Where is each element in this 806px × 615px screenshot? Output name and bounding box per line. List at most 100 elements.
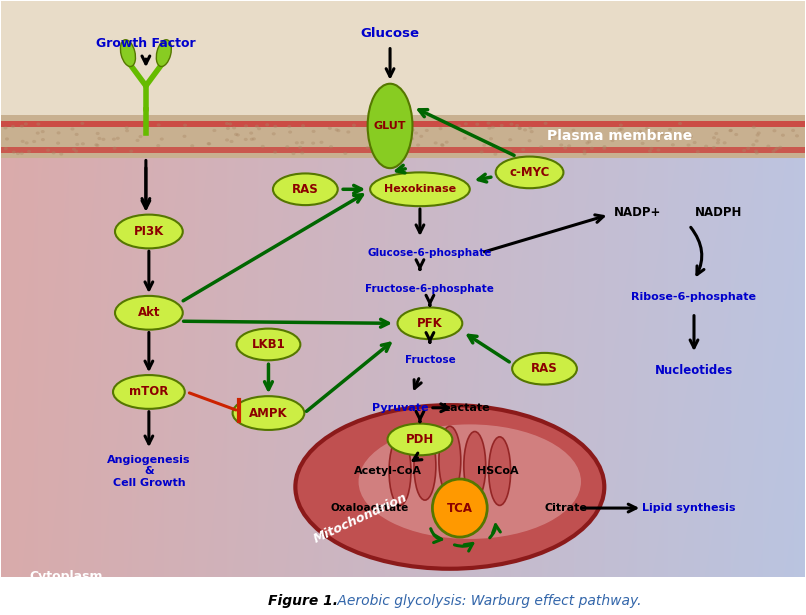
Ellipse shape <box>619 137 623 140</box>
Text: Glucose-6-phosphate: Glucose-6-phosphate <box>368 248 492 258</box>
Ellipse shape <box>618 128 622 131</box>
Ellipse shape <box>234 133 238 136</box>
Ellipse shape <box>687 143 691 146</box>
Ellipse shape <box>457 124 461 127</box>
Ellipse shape <box>56 131 60 135</box>
Ellipse shape <box>32 140 36 143</box>
Ellipse shape <box>207 142 211 145</box>
Text: Fructose-6-phosphate: Fructose-6-phosphate <box>365 284 494 293</box>
Ellipse shape <box>488 127 492 130</box>
Ellipse shape <box>96 132 100 135</box>
Ellipse shape <box>12 151 16 154</box>
Ellipse shape <box>300 151 304 154</box>
Ellipse shape <box>60 153 63 156</box>
Ellipse shape <box>772 129 776 132</box>
Ellipse shape <box>366 146 370 149</box>
Ellipse shape <box>112 138 116 141</box>
Ellipse shape <box>120 40 135 66</box>
Ellipse shape <box>95 144 99 147</box>
Ellipse shape <box>5 137 9 141</box>
Ellipse shape <box>4 147 8 150</box>
Ellipse shape <box>373 138 377 141</box>
Ellipse shape <box>370 172 470 206</box>
Ellipse shape <box>295 405 604 569</box>
Ellipse shape <box>368 84 413 168</box>
Ellipse shape <box>754 140 758 143</box>
Ellipse shape <box>135 139 139 142</box>
Ellipse shape <box>380 124 384 127</box>
Bar <box>2 147 804 153</box>
Ellipse shape <box>20 125 24 128</box>
Ellipse shape <box>620 127 624 130</box>
Ellipse shape <box>257 127 261 130</box>
Ellipse shape <box>70 127 74 130</box>
Ellipse shape <box>487 122 491 125</box>
Ellipse shape <box>441 144 445 147</box>
Ellipse shape <box>445 141 449 144</box>
Ellipse shape <box>656 139 660 142</box>
Ellipse shape <box>27 150 31 153</box>
Ellipse shape <box>583 152 587 155</box>
Ellipse shape <box>508 149 512 152</box>
Ellipse shape <box>712 146 716 149</box>
Ellipse shape <box>20 152 23 155</box>
Ellipse shape <box>509 122 513 126</box>
Polygon shape <box>2 116 804 157</box>
Ellipse shape <box>432 479 487 537</box>
Ellipse shape <box>752 125 756 129</box>
Ellipse shape <box>683 131 687 135</box>
Text: Akt: Akt <box>138 306 160 319</box>
Ellipse shape <box>530 130 534 133</box>
Ellipse shape <box>343 152 347 155</box>
Ellipse shape <box>295 141 299 145</box>
Ellipse shape <box>190 145 194 148</box>
Ellipse shape <box>425 129 429 132</box>
Text: Plasma membrane: Plasma membrane <box>546 130 692 143</box>
Ellipse shape <box>301 141 305 144</box>
Ellipse shape <box>665 132 669 136</box>
Ellipse shape <box>312 130 316 133</box>
Ellipse shape <box>389 437 411 506</box>
Ellipse shape <box>641 142 645 145</box>
Ellipse shape <box>3 126 7 129</box>
Ellipse shape <box>156 144 160 147</box>
Ellipse shape <box>590 146 594 150</box>
Ellipse shape <box>638 137 642 140</box>
Ellipse shape <box>11 125 15 128</box>
Ellipse shape <box>778 146 782 149</box>
Ellipse shape <box>754 151 758 154</box>
Ellipse shape <box>528 139 532 142</box>
Ellipse shape <box>434 141 438 145</box>
Ellipse shape <box>543 122 547 125</box>
Ellipse shape <box>476 122 480 126</box>
Ellipse shape <box>41 138 45 141</box>
Ellipse shape <box>464 122 467 125</box>
Ellipse shape <box>265 123 269 126</box>
Ellipse shape <box>125 129 129 132</box>
Text: RAS: RAS <box>531 362 558 375</box>
Ellipse shape <box>156 40 172 66</box>
Text: NADP+: NADP+ <box>613 206 661 219</box>
Ellipse shape <box>252 137 256 140</box>
Ellipse shape <box>723 141 727 145</box>
Ellipse shape <box>529 126 533 130</box>
Ellipse shape <box>36 122 40 125</box>
Text: PI3K: PI3K <box>134 225 164 238</box>
Ellipse shape <box>489 137 493 140</box>
Text: mTOR: mTOR <box>129 386 168 399</box>
Ellipse shape <box>301 124 305 127</box>
Ellipse shape <box>129 149 133 153</box>
Ellipse shape <box>555 133 559 137</box>
Ellipse shape <box>585 141 589 145</box>
Text: Figure 1.: Figure 1. <box>268 594 339 608</box>
Text: Pyruvate: Pyruvate <box>372 403 428 413</box>
Ellipse shape <box>156 124 160 127</box>
Text: Lipid synthesis: Lipid synthesis <box>642 503 736 513</box>
Ellipse shape <box>751 143 755 146</box>
Ellipse shape <box>311 141 315 145</box>
Ellipse shape <box>74 149 78 153</box>
Text: HSCoA: HSCoA <box>477 466 518 476</box>
Ellipse shape <box>261 145 264 148</box>
Ellipse shape <box>559 143 563 146</box>
Ellipse shape <box>496 157 563 188</box>
